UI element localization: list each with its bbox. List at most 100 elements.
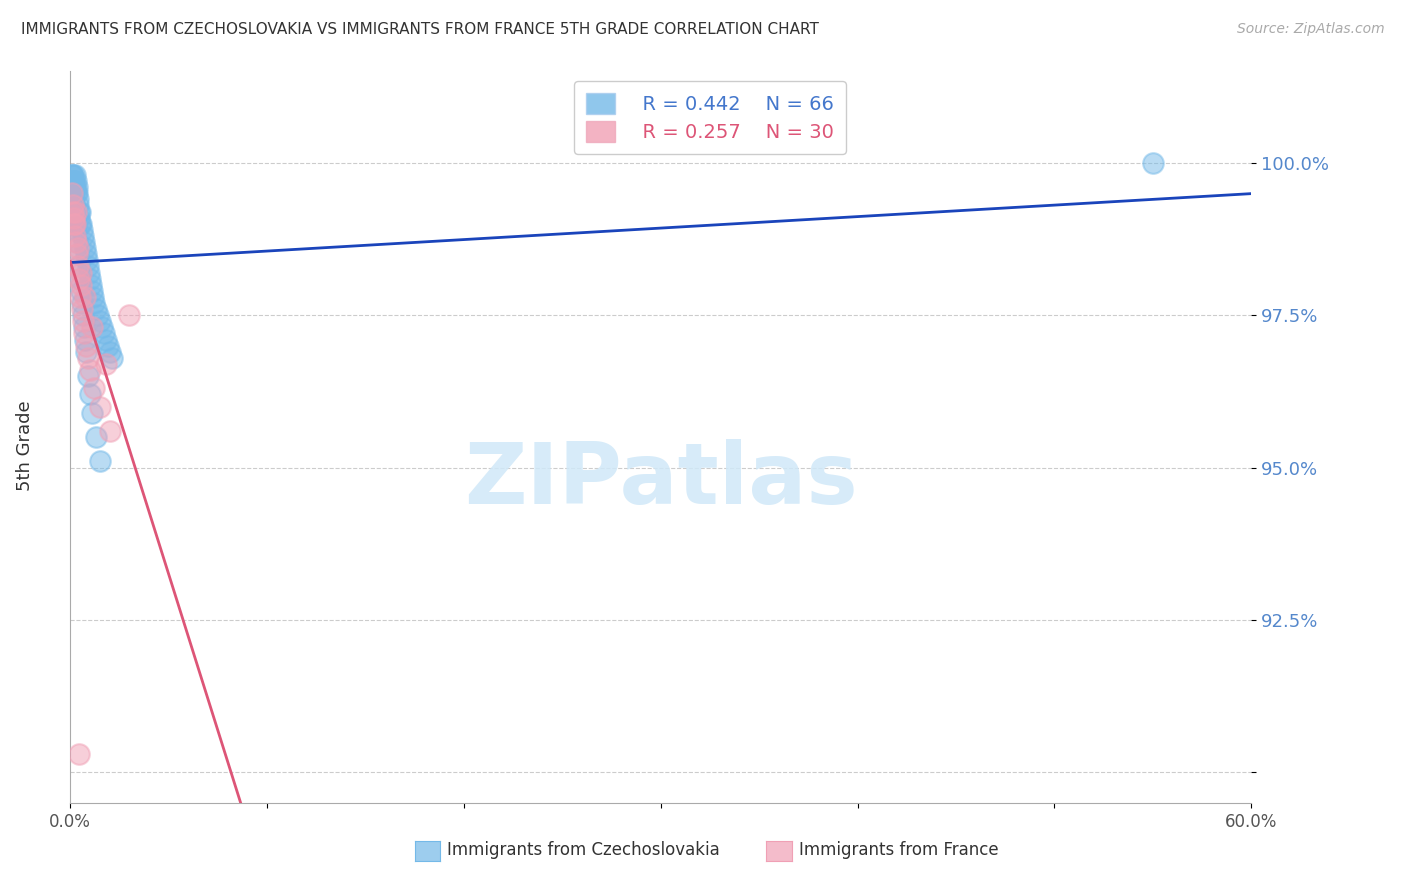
Point [79, 387, 101, 401]
Point [98, 344, 121, 359]
Point [75, 247, 97, 261]
Point [1142, 155, 1164, 169]
Point [93, 326, 115, 341]
Point [79, 271, 101, 285]
Point [80, 284, 103, 298]
Point [79, 363, 101, 377]
Point [65, 186, 87, 201]
Point [63, 217, 86, 231]
Point [73, 326, 96, 341]
Point [66, 241, 89, 255]
Point [65, 204, 87, 219]
Point [63, 211, 86, 225]
Point [63, 180, 86, 194]
Point [63, 168, 86, 182]
Point [62, 180, 84, 194]
Point [82, 290, 104, 304]
Point [97, 339, 120, 353]
Point [70, 223, 93, 237]
Point [67, 260, 90, 274]
Point [70, 266, 93, 280]
Point [70, 302, 93, 317]
Point [67, 198, 90, 212]
Point [63, 204, 86, 219]
Point [89, 400, 111, 414]
Point [94, 357, 117, 371]
Point [66, 235, 89, 249]
Point [66, 186, 89, 201]
Text: ZIPatlas: ZIPatlas [464, 440, 858, 523]
Point [70, 284, 93, 298]
Point [63, 217, 86, 231]
Point [73, 290, 96, 304]
Point [77, 351, 100, 365]
Point [63, 198, 86, 212]
Point [73, 235, 96, 249]
Point [69, 271, 91, 285]
Point [60, 174, 83, 188]
Point [67, 747, 90, 761]
Legend:   R = 0.442    N = 66,   R = 0.257    N = 30: R = 0.442 N = 66, R = 0.257 N = 30 [574, 81, 846, 153]
Point [60, 186, 83, 201]
Point [62, 198, 84, 212]
Point [66, 193, 89, 207]
Point [76, 253, 98, 268]
Point [83, 381, 105, 395]
Point [66, 180, 89, 194]
Point [67, 260, 90, 274]
Point [83, 296, 105, 310]
Point [100, 351, 122, 365]
Point [65, 174, 87, 188]
Point [62, 204, 84, 219]
Point [77, 266, 100, 280]
Point [80, 320, 103, 334]
Point [73, 241, 96, 255]
Point [70, 296, 93, 310]
Point [67, 271, 90, 285]
Point [73, 333, 96, 347]
Point [65, 235, 87, 249]
Point [84, 302, 107, 317]
Point [63, 211, 86, 225]
Text: Immigrants from Czechoslovakia: Immigrants from Czechoslovakia [447, 841, 720, 859]
Text: IMMIGRANTS FROM CZECHOSLOVAKIA VS IMMIGRANTS FROM FRANCE 5TH GRADE CORRELATION C: IMMIGRANTS FROM CZECHOSLOVAKIA VS IMMIGR… [21, 22, 818, 37]
Point [62, 186, 84, 201]
Point [66, 247, 89, 261]
Point [118, 308, 141, 322]
Point [65, 180, 87, 194]
Point [84, 430, 107, 444]
Point [67, 247, 90, 261]
Text: 5th Grade: 5th Grade [17, 401, 34, 491]
Point [62, 193, 84, 207]
Point [90, 320, 112, 334]
Point [75, 339, 97, 353]
Point [69, 290, 91, 304]
Point [67, 211, 90, 225]
Point [63, 174, 86, 188]
Point [60, 168, 83, 182]
Point [89, 454, 111, 468]
Point [94, 333, 117, 347]
Point [69, 217, 91, 231]
Point [65, 223, 87, 237]
Point [98, 424, 121, 438]
Point [70, 217, 93, 231]
Point [62, 174, 84, 188]
Point [72, 229, 94, 244]
Point [65, 229, 87, 244]
Point [67, 204, 90, 219]
Point [75, 344, 97, 359]
Point [80, 277, 103, 292]
Point [72, 314, 94, 328]
Text: Immigrants from France: Immigrants from France [799, 841, 998, 859]
Text: Source: ZipAtlas.com: Source: ZipAtlas.com [1237, 22, 1385, 37]
Point [70, 277, 93, 292]
Point [80, 406, 103, 420]
Point [62, 168, 84, 182]
Point [87, 308, 110, 322]
Point [73, 320, 96, 334]
Point [89, 314, 111, 328]
Point [69, 204, 91, 219]
Point [60, 168, 83, 182]
Point [65, 217, 87, 231]
